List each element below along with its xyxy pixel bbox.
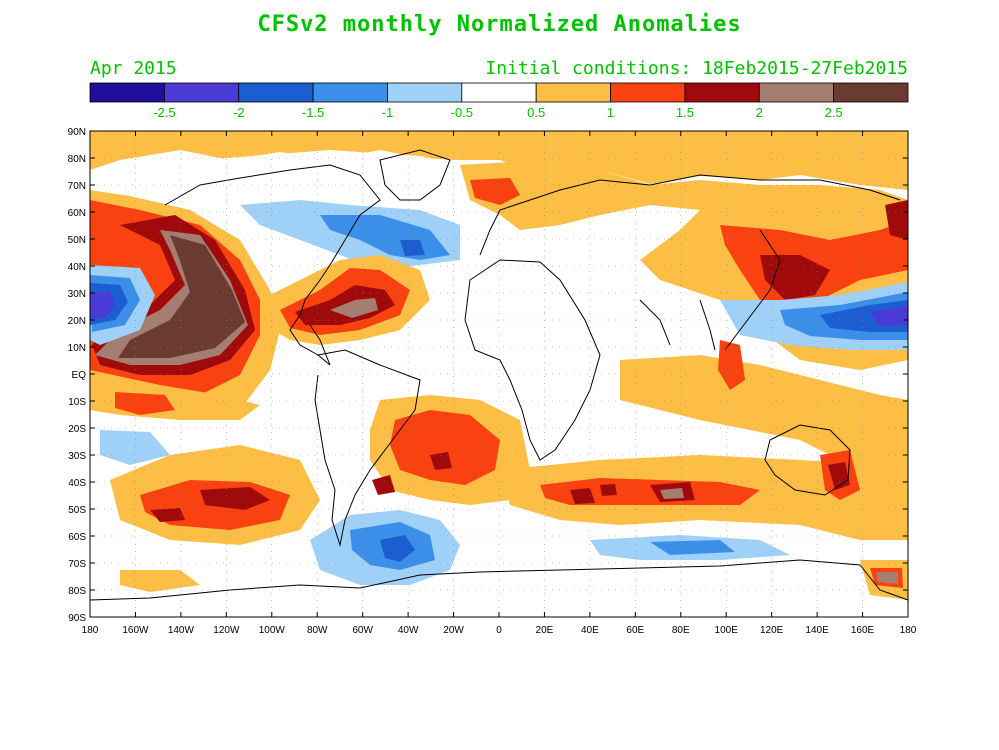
lat-tick-label: 60N	[68, 208, 86, 219]
lon-tick-label: 180	[82, 625, 99, 636]
colorbar-label: -2	[233, 105, 245, 120]
lon-tick-label: 140E	[805, 625, 829, 636]
lat-tick-label: 20N	[68, 316, 86, 327]
colorbar-label: 1	[607, 105, 614, 120]
initial-conditions: Initial conditions: 18Feb2015-27Feb2015	[485, 58, 908, 79]
antarctica-coast	[90, 559, 908, 601]
colorbar-swatch	[758, 82, 835, 103]
eurasia-coast	[479, 174, 901, 351]
lat-tick-label: 80N	[68, 154, 86, 165]
colorbar-swatch	[89, 82, 165, 103]
lat-tick-label: 50S	[68, 505, 86, 516]
colorbar-swatch	[535, 82, 611, 103]
lat-tick-label: 80S	[68, 586, 86, 597]
lat-tick-label: 70N	[68, 181, 86, 192]
lat-tick-label: 10N	[68, 343, 86, 354]
lon-tick-label: 180	[900, 625, 917, 636]
map-title: CFSv2 monthly Normalized Anomalies	[257, 12, 742, 37]
australia-coast	[764, 424, 851, 496]
colorbar-label: 2.5	[825, 105, 843, 120]
colorbar-swatch	[684, 82, 760, 103]
lon-tick-label: 140W	[168, 625, 195, 636]
lon-tick-label: 100W	[259, 625, 286, 636]
greenland-coast	[379, 149, 451, 201]
colorbar-label: -1	[382, 105, 394, 120]
lat-tick-label: 50N	[68, 235, 86, 246]
colorbar-swatch	[387, 82, 463, 103]
lon-tick-label: 100E	[715, 625, 739, 636]
colorbar-swatch	[312, 82, 388, 103]
colorbar: -2.5 -2 -1.5 -1 -0.5 0.5 1 1.5 2 2.5	[89, 82, 909, 120]
lat-tick-label: 70S	[68, 559, 86, 570]
lon-tick-label: 120E	[760, 625, 784, 636]
lon-tick-label: 60E	[626, 625, 644, 636]
lon-tick-label: 160E	[851, 625, 875, 636]
lon-tick-label: 40W	[398, 625, 419, 636]
colorbar-label: -0.5	[451, 105, 473, 120]
lat-tick-label: 40S	[68, 478, 86, 489]
coastlines	[90, 149, 908, 601]
lon-tick-label: 20W	[443, 625, 464, 636]
lat-tick-label: 40N	[68, 262, 86, 273]
lat-tick-label: 90N	[68, 127, 86, 138]
lat-tick-label: 30S	[68, 451, 86, 462]
lat-tick-label: 60S	[68, 532, 86, 543]
lon-tick-label: 60W	[352, 625, 373, 636]
longitude-axis: 180 160W 140W 120W 100W 80W 60W 40W 20W 0 20E 40E 60…	[82, 131, 917, 636]
lat-tick-label: 10S	[68, 397, 86, 408]
colorbar-swatch	[833, 82, 909, 103]
forecast-month: Apr 2015	[90, 58, 177, 79]
lat-tick-label: 20S	[68, 424, 86, 435]
lon-tick-label: 80E	[672, 625, 690, 636]
lon-tick-label: 40E	[581, 625, 599, 636]
colorbar-label: 0.5	[527, 105, 545, 120]
colorbar-label: -1.5	[302, 105, 324, 120]
colorbar-swatch	[610, 82, 686, 103]
latitude-axis: 90N 80N 70N 60N 50N 40N 30N 20N 10N EQ 10S 20S 30S 40…	[68, 127, 908, 624]
colorbar-swatch	[163, 82, 240, 103]
colorbar-label: 1.5	[676, 105, 694, 120]
lon-tick-label: 20E	[536, 625, 554, 636]
lon-tick-label: 0	[496, 625, 502, 636]
lon-tick-label: 120W	[213, 625, 240, 636]
lat-tick-label: 30N	[68, 289, 86, 300]
south-america-coast	[314, 349, 421, 547]
africa-coast	[464, 259, 601, 461]
lon-tick-label: 160W	[122, 625, 149, 636]
colorbar-label: 2	[756, 105, 763, 120]
lon-tick-label: 80W	[307, 625, 328, 636]
colorbar-label: -2.5	[153, 105, 175, 120]
colorbar-swatch	[461, 82, 537, 103]
lat-tick-label: 90S	[68, 613, 86, 624]
colorbar-swatch	[238, 82, 314, 103]
lat-tick-label: EQ	[72, 370, 87, 381]
